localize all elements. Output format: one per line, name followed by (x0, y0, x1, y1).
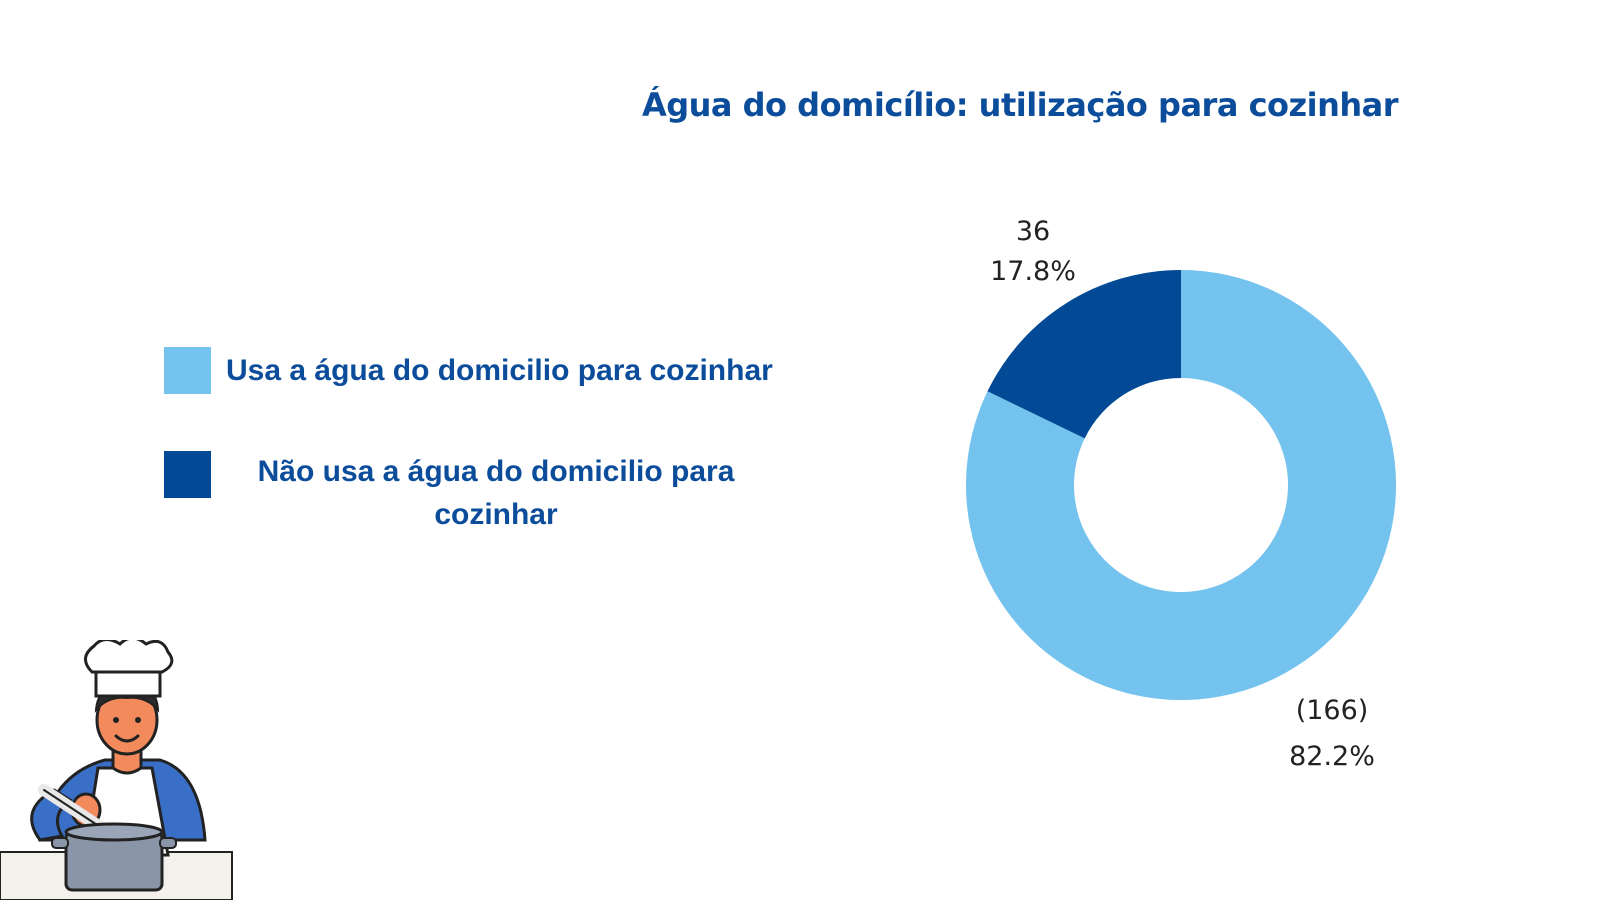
slice-percent-label-1: 17.8% (990, 256, 1076, 287)
legend-swatch-nao-usa (164, 451, 211, 498)
slice-value-label-0: (166) (1296, 695, 1369, 726)
chart-title: Água do domicílio: utilização para cozin… (641, 86, 1399, 124)
legend-label-nao-usa: Não usa a água do domicilio para cozinha… (257, 455, 735, 531)
legend-swatch-usa (164, 347, 211, 394)
donut-slice-1 (987, 270, 1181, 439)
chef-cooking-icon (0, 640, 233, 900)
legend-label-usa: Usa a água do domicilio para cozinhar (226, 354, 773, 387)
slice-value-label-1: 36 (1016, 216, 1050, 247)
donut-slice-0 (966, 270, 1397, 700)
slice-percent-label-0: 82.2% (1289, 741, 1375, 772)
